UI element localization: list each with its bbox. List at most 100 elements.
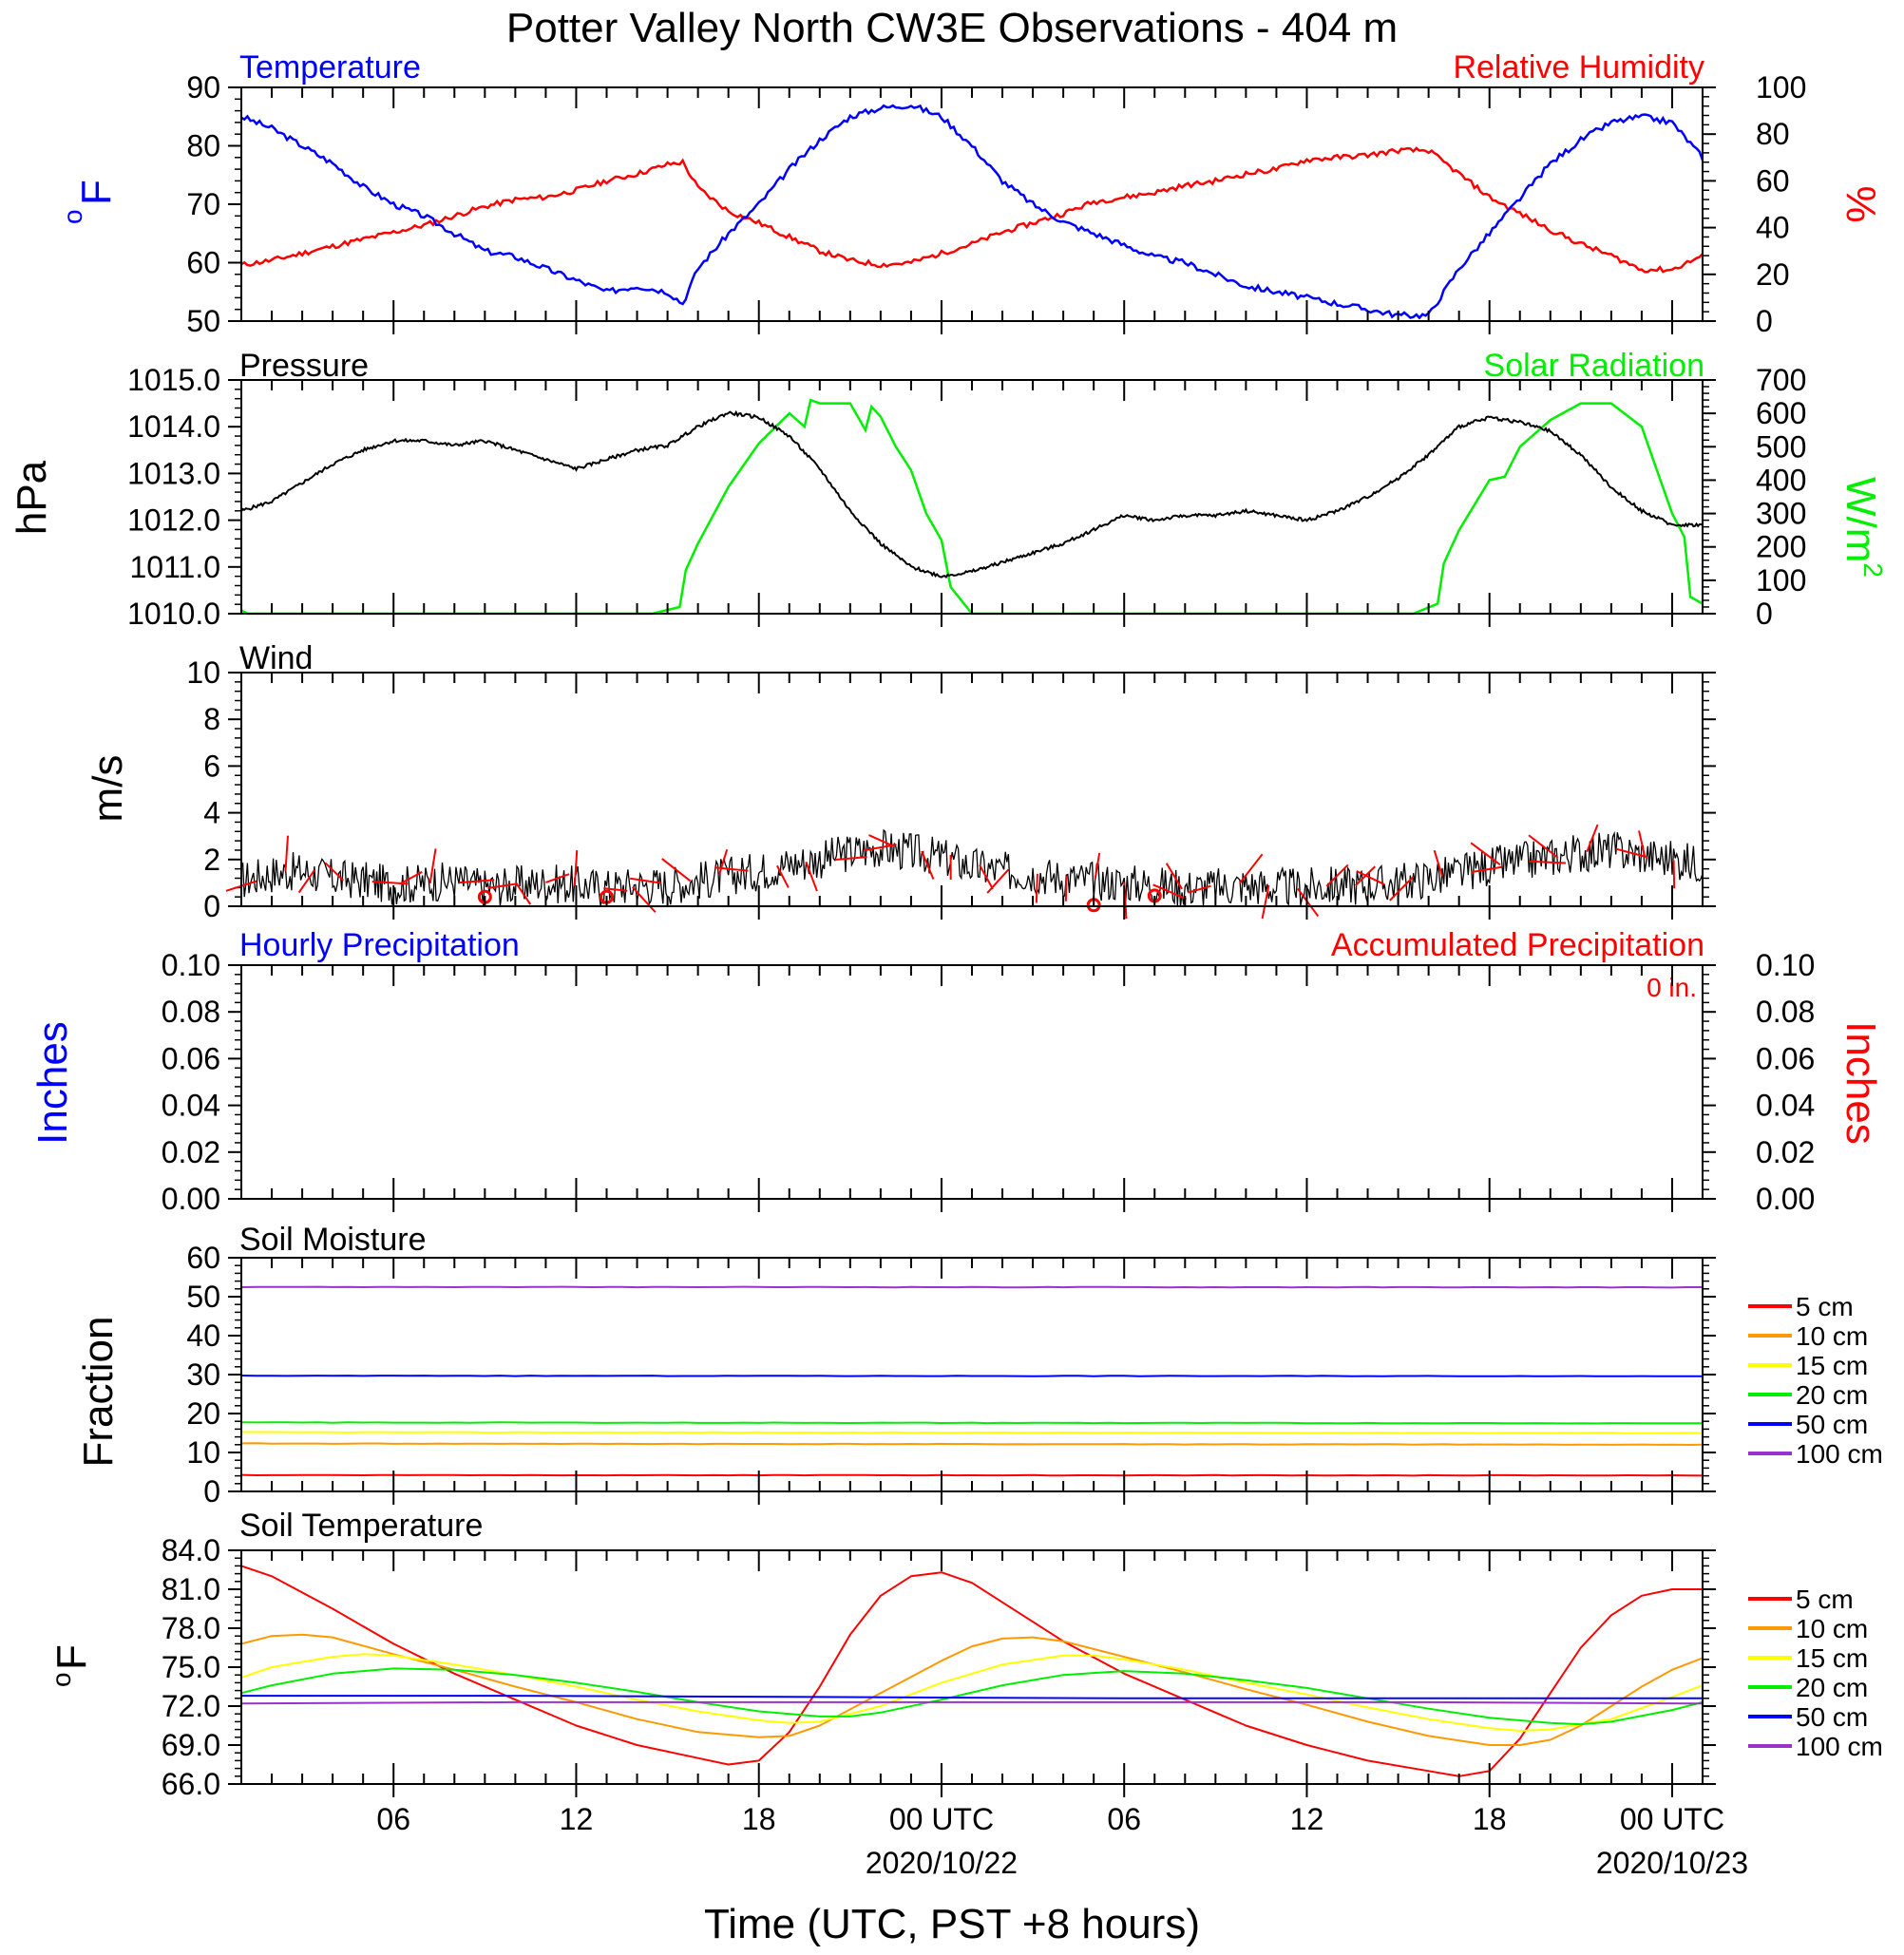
- soil-temperature-unit: o F: [47, 1644, 95, 1687]
- solar-unit-label: W/m2: [1837, 477, 1888, 578]
- wind-barb: [603, 887, 628, 892]
- x-tick-label: 12: [560, 1802, 594, 1836]
- soil-temperature-line: [240, 1565, 1703, 1777]
- y-tick-label: 1015.0: [127, 363, 220, 397]
- x-tick-label: 12: [1290, 1802, 1324, 1836]
- wind-barb: [979, 864, 994, 890]
- y-tick-label: 1013.0: [127, 456, 220, 490]
- plot-frame: [240, 964, 1704, 1200]
- figure-title: Potter Valley North CW3E Observations - …: [506, 5, 1398, 51]
- soil-temperature-line: [240, 1633, 1704, 1746]
- wind-barb: [1188, 884, 1211, 894]
- y2-tick-label: 200: [1756, 530, 1806, 564]
- y-tick-label: 81.0: [162, 1572, 220, 1606]
- y2-tick-label: 0.00: [1756, 1182, 1815, 1216]
- hourly-precip-unit: Inches: [29, 1021, 76, 1145]
- y-tick-label: 84.0: [162, 1533, 220, 1567]
- humidity-unit: %: [1837, 185, 1884, 222]
- wind-barb: [1471, 865, 1502, 874]
- y2-tick-label: 0.08: [1756, 995, 1815, 1029]
- y-tick-label: 1014.0: [127, 409, 220, 444]
- wind-barb: [1261, 884, 1270, 920]
- temperature-unit-label: F: [73, 180, 120, 205]
- temperature-line: [240, 104, 1704, 320]
- wind-barb: [428, 848, 437, 884]
- temperature-ticks: 90 80 70 60 50: [186, 70, 241, 338]
- y2-tick-label: 40: [1756, 211, 1790, 245]
- y2-tick-label: 400: [1756, 463, 1806, 497]
- y2-tick-label: 0.06: [1756, 1041, 1815, 1075]
- y-tick-label: 60: [186, 246, 220, 280]
- y2-tick-label: 0.02: [1756, 1135, 1815, 1169]
- soil-temperature-ticks: 84.0 81.0 78.0 75.0 72.0 69.0 66.0: [162, 1533, 241, 1801]
- wind-unit: m/s: [85, 755, 131, 823]
- x-tick-label: 00 UTC: [1620, 1802, 1724, 1836]
- wind-barb: [516, 883, 532, 905]
- solar-title: Solar Radiation: [1484, 348, 1704, 384]
- soil-moisture-line: [240, 1421, 1704, 1425]
- solar-line: [240, 398, 1704, 616]
- x-date-label: 2020/10/23: [1596, 1846, 1748, 1880]
- y-tick-label: 0.02: [162, 1135, 220, 1169]
- wind-barb: [487, 883, 518, 889]
- wind-plot: [225, 824, 1704, 920]
- wind-barb: [631, 886, 657, 913]
- y-tick-label: 6: [203, 749, 220, 783]
- y-tick-label: 0.10: [162, 948, 220, 982]
- y-tick-label: 4: [203, 796, 220, 830]
- wind-barb: [1672, 860, 1676, 889]
- y-tick-label: 66.0: [162, 1767, 220, 1801]
- wind-barb: [718, 849, 729, 875]
- y-tick-label: 72.0: [162, 1689, 220, 1723]
- y-tick-label: 0.06: [162, 1041, 220, 1075]
- legend-label: 5 cm: [1796, 1585, 1854, 1614]
- soil-temperature-line: [240, 1653, 1704, 1732]
- y-tick-label: 75.0: [162, 1650, 220, 1684]
- y2-tick-label: 20: [1756, 257, 1790, 292]
- y2-tick-label: 60: [1756, 163, 1790, 198]
- wind-barb: [630, 877, 662, 884]
- legend-label: 20 cm: [1796, 1380, 1868, 1410]
- soil-moisture-line: [240, 1442, 1704, 1447]
- wind-barb: [805, 861, 818, 892]
- y-tick-label: 1010.0: [127, 597, 220, 631]
- y-tick-label: 0: [203, 889, 220, 923]
- wind-barb: [986, 868, 1010, 894]
- y-tick-label: 10: [186, 1435, 220, 1470]
- legend-label: 100 cm: [1796, 1732, 1883, 1761]
- soil-temperature-line: [241, 1695, 1703, 1699]
- soil-moisture-unit: Fraction: [75, 1317, 122, 1468]
- legend-label: 10 cm: [1796, 1614, 1868, 1643]
- y-tick-label: 40: [186, 1319, 220, 1353]
- y2-tick-label: 0.04: [1756, 1089, 1815, 1123]
- wind-barb: [400, 871, 423, 884]
- y2-tick-label: 100: [1756, 563, 1806, 598]
- y-tick-label: 70: [186, 187, 220, 221]
- y-tick-label: 60: [186, 1241, 220, 1275]
- wind-barb: [1528, 834, 1559, 859]
- wind-barb: [1529, 860, 1566, 864]
- solar-unit: W/m2: [1837, 477, 1888, 578]
- soil-temperature-line: [240, 1667, 1704, 1726]
- x-date-label: 2020/10/22: [866, 1846, 1018, 1880]
- plot-frame: [240, 1257, 1704, 1492]
- pressure-line: [240, 409, 1704, 579]
- pressure-ticks: 1015.0 1014.0 1013.0 1012.0 1011.0 1010.0: [127, 363, 241, 631]
- y-tick-label: 1011.0: [130, 550, 221, 584]
- degree-symbol: o: [58, 209, 87, 224]
- wind-barb: [1470, 842, 1501, 866]
- x-tick-label: 00 UTC: [889, 1802, 994, 1836]
- soil-moisture-line: [240, 1285, 1703, 1289]
- y2-tick-label: 500: [1756, 429, 1806, 464]
- x-tick-label: 18: [1473, 1802, 1507, 1836]
- wind-title: Wind: [239, 640, 313, 676]
- wind-barb: [776, 864, 790, 888]
- wind-barb: [1615, 847, 1648, 859]
- soil-moisture-ticks: 60 50 40 30 20 10 0: [186, 1241, 241, 1509]
- y2-tick-label: 600: [1756, 396, 1806, 430]
- humidity-ticks: 100 80 60 40 20 0: [1703, 70, 1806, 338]
- y-tick-label: 1012.0: [127, 503, 220, 538]
